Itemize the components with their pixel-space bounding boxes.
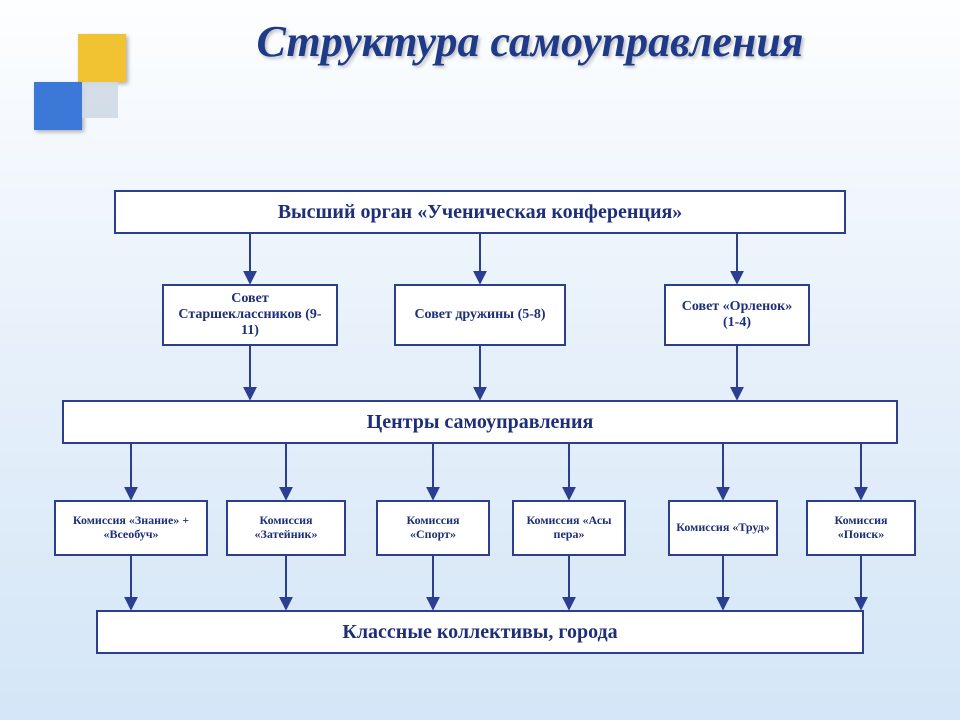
node-bottom: Классные коллективы, города [96,610,864,654]
node-k4: Комиссия «Асы пера» [512,500,626,556]
node-c3: Совет «Орленок» (1-4) [664,284,810,346]
corner-decoration [34,34,174,174]
node-k1: Комиссия «Знание» + «Всеобуч» [54,500,208,556]
node-c1: Совет Старшеклассников (9-11) [162,284,338,346]
node-centers: Центры самоуправления [62,400,898,444]
deco-square-blue [34,82,82,130]
diagram-title: Структура самоуправления [180,18,880,66]
node-k2: Комиссия «Затейник» [226,500,346,556]
node-top: Высший орган «Ученическая конференция» [114,190,846,234]
deco-square-grey [82,82,118,118]
node-k5: Комиссия «Труд» [668,500,778,556]
node-c2: Совет дружины (5-8) [394,284,566,346]
deco-square-yellow [78,34,126,82]
node-k6: Комиссия «Поиск» [806,500,916,556]
node-k3: Комиссия «Спорт» [376,500,490,556]
diagram-canvas: Структура самоуправления Высший орган «У… [0,0,960,720]
